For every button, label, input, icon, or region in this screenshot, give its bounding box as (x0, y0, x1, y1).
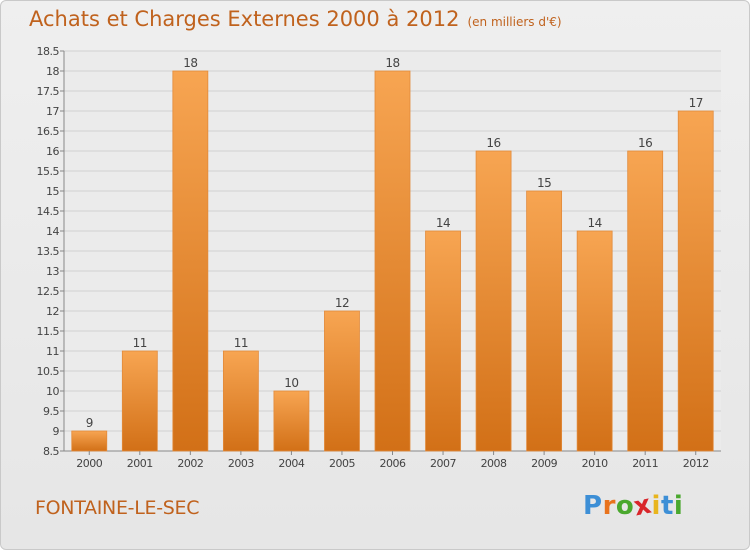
value-label: 15 (537, 176, 551, 190)
y-tick-label: 18.5 (37, 45, 60, 58)
bar (627, 150, 664, 452)
value-label: 11 (133, 336, 147, 350)
y-tick-label: 15 (46, 185, 59, 198)
x-axis-labels: 2000 2001 2002 2003 2004 2005 2006 2007 2008 2009… (76, 451, 709, 470)
x-tick-label: 2012 (683, 457, 709, 470)
x-tick-label: 2003 (228, 457, 254, 470)
logo-letter: t (660, 491, 674, 521)
bar (121, 350, 158, 452)
y-tick-label: 10.5 (37, 365, 60, 378)
y-tick-label: 12.5 (37, 285, 60, 298)
y-tick-label: 10 (46, 385, 59, 398)
y-tick-label: 18 (46, 65, 59, 78)
bar (677, 110, 714, 452)
x-tick-label: 2006 (380, 457, 406, 470)
commune-name: FONTAINE-LE-SEC (35, 497, 200, 519)
logo-letter: r (602, 491, 616, 521)
bar (172, 70, 209, 452)
bar (425, 230, 461, 452)
bar (273, 390, 310, 452)
x-tick-label: 2009 (531, 457, 557, 470)
bar (374, 70, 411, 452)
bar (576, 230, 613, 452)
bar (71, 430, 108, 452)
y-tick-label: 16 (46, 145, 59, 158)
value-label: 9 (86, 416, 93, 430)
y-tick-label: 11.5 (37, 325, 60, 338)
y-tick-label: 12 (46, 305, 59, 318)
value-label: 16 (486, 136, 500, 150)
value-labels: 9 11 18 11 10 12 18 14 16 15 14 16 17 (86, 56, 704, 430)
y-tick-label: 14.5 (37, 205, 60, 218)
y-tick-label: 15.5 (37, 165, 60, 178)
bar (475, 150, 512, 452)
value-label: 17 (689, 96, 703, 110)
value-label: 11 (234, 336, 248, 350)
logo-letter: o (615, 491, 635, 521)
x-tick-label: 2008 (481, 457, 507, 470)
chart-unit: (en milliers d'€) (467, 15, 562, 29)
y-tick-label: 9 (53, 425, 60, 438)
y-tick-label: 13.5 (37, 245, 60, 258)
x-tick-label: 2000 (76, 457, 102, 470)
logo-letter: P (583, 491, 603, 521)
value-label: 10 (284, 376, 298, 390)
y-tick-label: 17 (46, 105, 59, 118)
value-label: 14 (588, 216, 602, 230)
y-tick-label: 17.5 (37, 85, 60, 98)
y-tick-label: 16.5 (37, 125, 60, 138)
y-tick-label: 14 (46, 225, 59, 238)
bar (526, 190, 563, 452)
value-label: 18 (385, 56, 399, 70)
value-label: 18 (183, 56, 197, 70)
value-label: 14 (436, 216, 450, 230)
proxiti-logo[interactable]: Proxiti (583, 490, 684, 523)
logo-letter: i (673, 491, 684, 521)
x-tick-label: 2004 (278, 457, 304, 470)
x-tick-label: 2011 (632, 457, 658, 470)
logo-letter: i (651, 491, 661, 521)
x-tick-label: 2010 (582, 457, 608, 470)
chart-title-text: Achats et Charges Externes 2000 à 2012 (29, 7, 460, 31)
y-tick-label: 11 (46, 345, 59, 358)
y-tick-label: 8.5 (43, 445, 59, 458)
x-tick-label: 2002 (177, 457, 203, 470)
bar (222, 350, 259, 452)
x-tick-label: 2001 (127, 457, 153, 470)
x-tick-label: 2005 (329, 457, 355, 470)
chart-title: Achats et Charges Externes 2000 à 2012 (e… (29, 7, 562, 31)
y-axis-labels: 8.5 9 9.5 10 10.5 11 11.5 12 12.5 13 13.5 14 14.5 15 1… (37, 45, 61, 458)
bars-group (71, 70, 714, 452)
x-tick-label: 2007 (430, 457, 456, 470)
value-label: 12 (335, 296, 349, 310)
value-label: 16 (638, 136, 652, 150)
bar (324, 310, 360, 452)
y-tick-label: 13 (46, 265, 59, 278)
y-tick-label: 9.5 (43, 405, 59, 418)
